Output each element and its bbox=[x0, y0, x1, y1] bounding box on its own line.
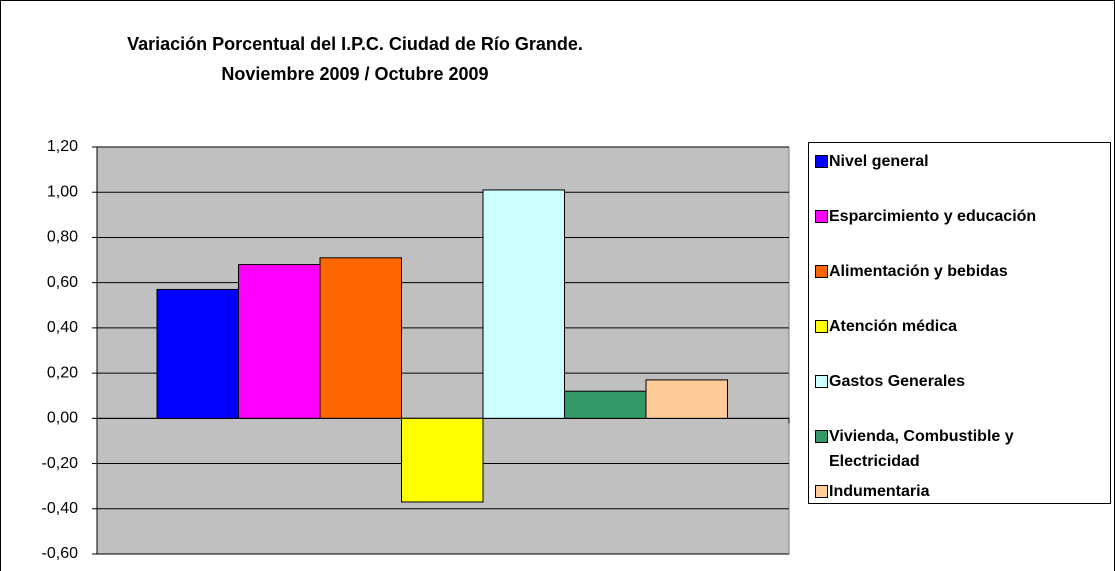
y-tick-label: 0,00 bbox=[47, 410, 78, 427]
legend-swatch bbox=[815, 210, 828, 223]
y-tick-label: 1,20 bbox=[47, 138, 78, 155]
bar bbox=[401, 417, 484, 503]
chart-title: Variación Porcentual del I.P.C. Ciudad d… bbox=[127, 34, 583, 54]
y-tick-label: 0,20 bbox=[47, 364, 78, 381]
legend-entry: Esparcimiento y educación bbox=[815, 204, 1105, 229]
legend-entry: Atención médica bbox=[815, 314, 1105, 339]
y-tick-label: 0,60 bbox=[47, 274, 78, 291]
legend-label: Vivienda, Combustible y Electricidad bbox=[829, 428, 1014, 470]
legend-label: Nivel general bbox=[829, 153, 929, 170]
bar bbox=[156, 288, 239, 419]
y-tick-label: -0,60 bbox=[42, 545, 79, 562]
bar bbox=[645, 379, 728, 419]
y-tick-label: 0,40 bbox=[47, 319, 78, 336]
legend-entry: Gastos Generales bbox=[815, 369, 1105, 394]
legend-swatch bbox=[815, 375, 828, 388]
legend-swatch bbox=[815, 485, 828, 498]
legend-entry: Nivel general bbox=[815, 149, 1105, 174]
legend: Nivel general Esparcimiento y educación Al… bbox=[808, 142, 1111, 504]
y-tick-label: 1,00 bbox=[47, 183, 78, 200]
legend-label: Esparcimiento y educación bbox=[829, 208, 1037, 225]
legend-swatch bbox=[815, 155, 828, 168]
y-tick-label: -0,40 bbox=[42, 500, 79, 517]
legend-label: Indumentaria bbox=[829, 483, 930, 500]
legend-swatch bbox=[815, 430, 828, 443]
legend-label: Gastos Generales bbox=[829, 373, 966, 390]
legend-entry: Vivienda, Combustible y Electricidad bbox=[815, 424, 1105, 474]
y-tick-label: -0,20 bbox=[42, 455, 79, 472]
legend-entry: Indumentaria bbox=[815, 479, 1105, 504]
bar bbox=[319, 257, 402, 419]
bar bbox=[564, 390, 647, 419]
y-tick-label: 0,80 bbox=[47, 229, 78, 246]
bar bbox=[238, 264, 321, 419]
legend-swatch bbox=[815, 320, 828, 333]
legend-label: Atención médica bbox=[829, 318, 958, 335]
bar bbox=[482, 189, 565, 419]
legend-swatch bbox=[815, 265, 828, 278]
chart-subtitle: Noviembre 2009 / Octubre 2009 bbox=[221, 64, 488, 84]
legend-label: Alimentación y bebidas bbox=[829, 263, 1008, 280]
legend-entry: Alimentación y bebidas bbox=[815, 259, 1105, 284]
